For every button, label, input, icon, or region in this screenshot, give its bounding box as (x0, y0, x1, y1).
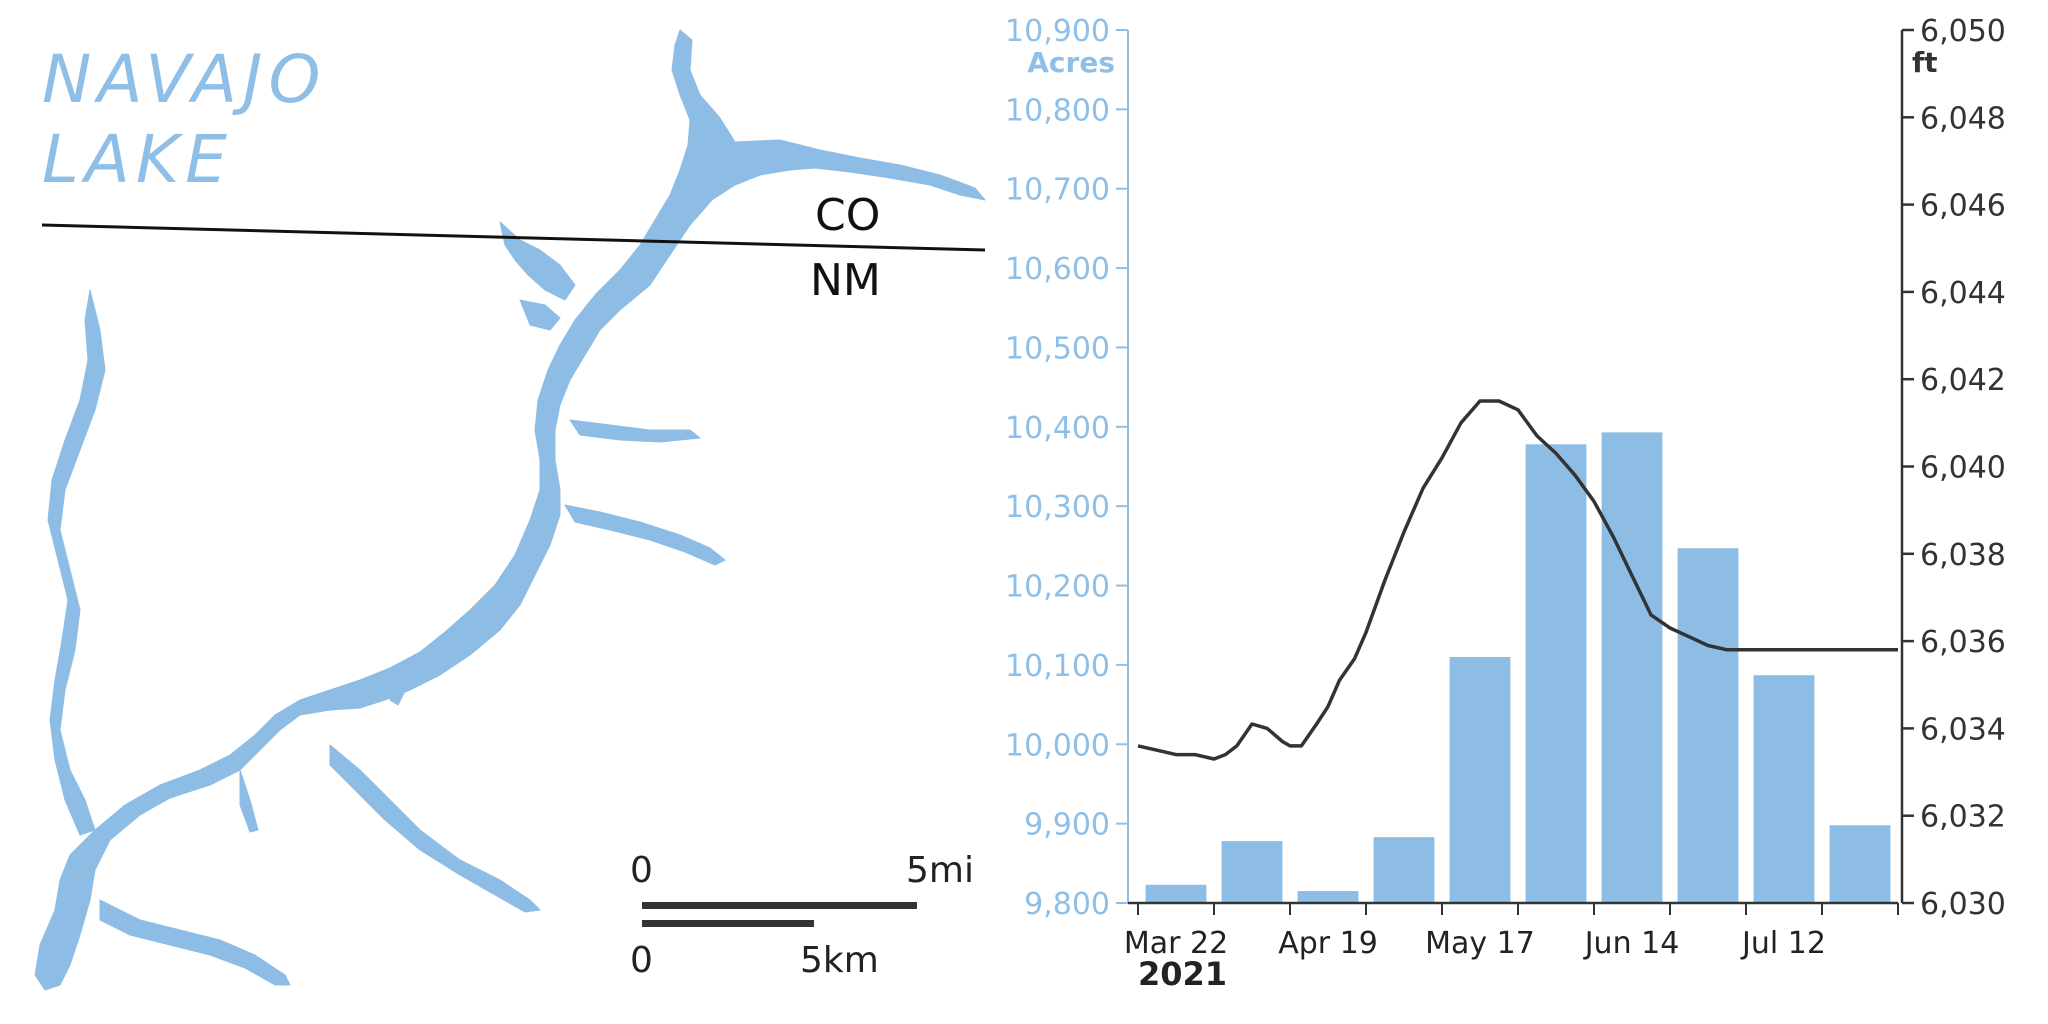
x-tick-label: Apr 19 (1278, 926, 1378, 961)
left-tick-label: 10,600 (1005, 252, 1110, 287)
map-title-line1: NAVAJO (42, 41, 327, 118)
x-axis: Mar 22 Apr 19 May 17 Jun 14 Jul 12 (1124, 901, 1899, 961)
left-tick-label: 10,100 (1005, 649, 1110, 684)
left-tick-label: 9,800 (1024, 887, 1110, 922)
bar-2 (1297, 891, 1359, 903)
x-tick-label: Jun 14 (1583, 926, 1680, 961)
state-label-co: CO (815, 190, 881, 241)
right-axis: 6,030 6,032 6,034 6,036 6,038 6,040 6,042 6,044… (1900, 14, 2006, 922)
scale-label-max-mi: 5mi (906, 850, 974, 891)
bars-group (1145, 432, 1891, 903)
left-axis: 9,800 9,900 10,000 10,100 10,200 10,300 10,400… (1005, 14, 1129, 922)
right-axis-label: ft (1912, 46, 1938, 79)
bar-3 (1373, 837, 1435, 903)
year-label: 2021 (1138, 955, 1227, 993)
scale-bar-mi (642, 902, 917, 909)
right-tick-label: 6,044 (1920, 276, 2006, 311)
water-level-line (1137, 399, 1898, 761)
x-tick-label: May 17 (1425, 926, 1535, 961)
scale-label-zero-mi: 0 (630, 850, 653, 891)
map-title: NAVAJO LAKE (42, 40, 326, 200)
left-tick-label: 10,900 (1005, 14, 1110, 49)
right-tick-label: 6,032 (1920, 800, 2006, 835)
left-tick-label: 9,900 (1024, 808, 1110, 843)
bar-0 (1145, 884, 1207, 903)
bar-8 (1753, 675, 1815, 903)
bar-6 (1601, 432, 1663, 903)
left-tick-label: 10,300 (1005, 490, 1110, 525)
left-tick-label: 10,700 (1005, 173, 1110, 208)
right-tick-label: 6,038 (1920, 538, 2006, 573)
right-tick-label: 6,036 (1920, 625, 2006, 660)
bar-4 (1449, 656, 1511, 903)
state-label-nm: NM (810, 255, 881, 306)
bar-9 (1829, 825, 1891, 903)
lake-map: NAVAJO LAKE CO NM 0 5m (0, 0, 1000, 1024)
scale-label-max-km: 5km (800, 940, 879, 981)
right-tick-label: 6,034 (1920, 712, 2006, 747)
x-tick-label: Jul 12 (1740, 926, 1826, 961)
state-border-line (41, 223, 986, 252)
lake-shape (34, 29, 986, 991)
scale-label-zero-km: 0 (630, 940, 653, 981)
right-tick-label: 6,030 (1920, 887, 2006, 922)
left-tick-label: 10,200 (1005, 570, 1110, 605)
map-title-line2: LAKE (42, 121, 233, 198)
bar-5 (1525, 444, 1587, 903)
right-tick-label: 6,042 (1920, 363, 2006, 398)
bar-7 (1677, 548, 1739, 903)
left-tick-label: 10,800 (1005, 93, 1110, 128)
right-tick-label: 6,040 (1920, 451, 2006, 486)
x-tick-label: Mar 22 (1124, 926, 1228, 961)
right-tick-label: 6,050 (1920, 14, 2006, 49)
left-axis-label: Acres (1027, 46, 1115, 79)
left-tick-label: 10,400 (1005, 411, 1110, 446)
map-svg (34, 29, 986, 991)
right-tick-label: 6,046 (1920, 189, 2006, 224)
left-tick-label: 10,000 (1005, 728, 1110, 763)
scale-bar-km (642, 920, 814, 927)
right-tick-label: 6,048 (1920, 101, 2006, 136)
bar-1 (1221, 841, 1283, 903)
left-tick-label: 10,500 (1005, 331, 1110, 366)
